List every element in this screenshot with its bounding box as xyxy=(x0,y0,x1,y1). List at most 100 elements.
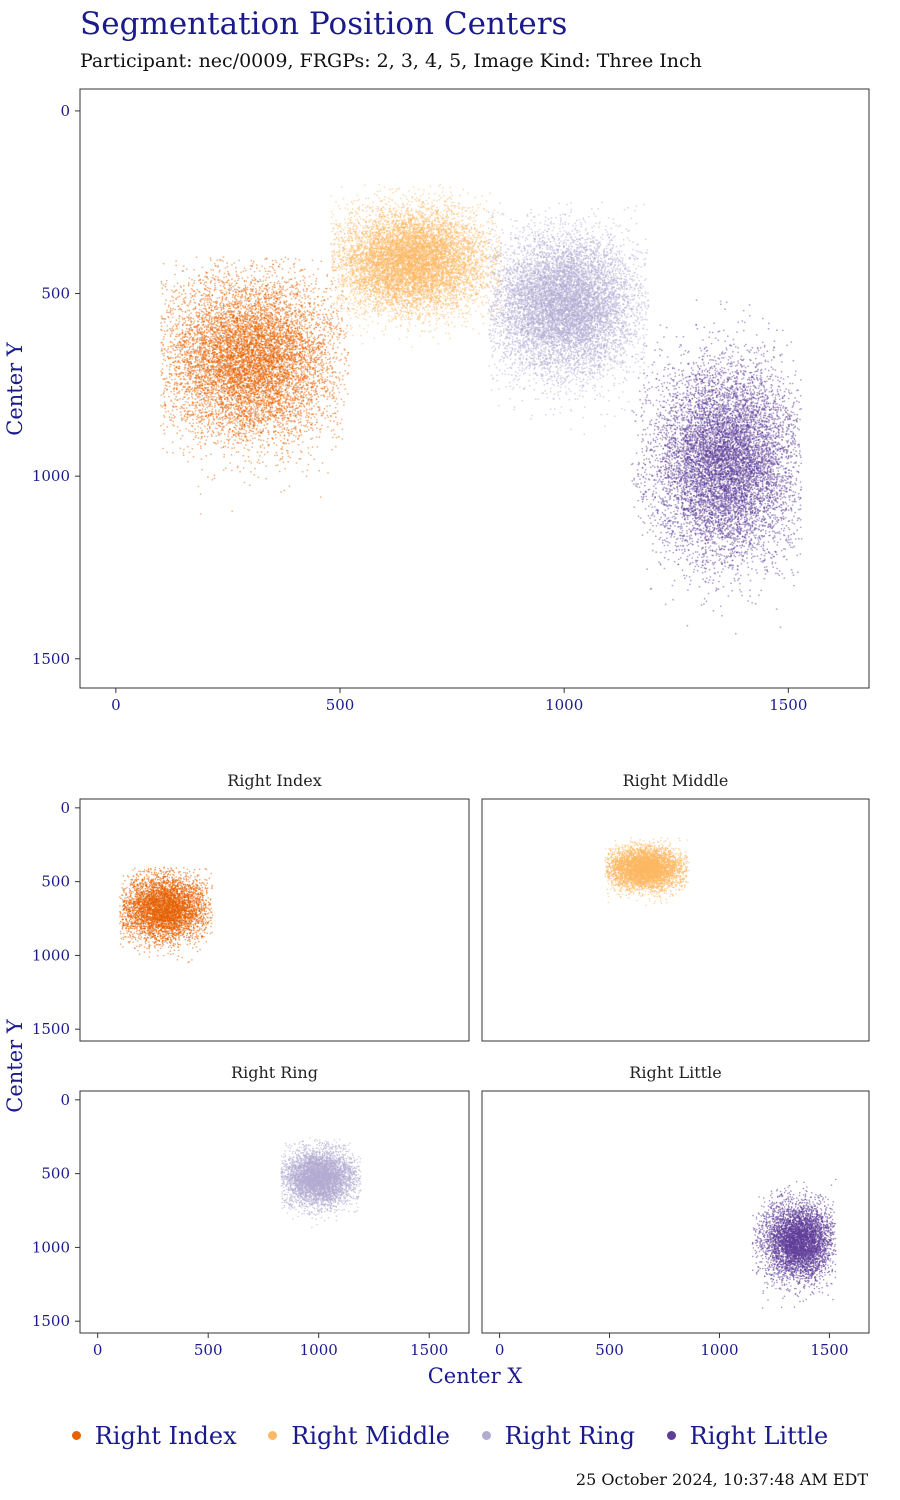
scatter-point xyxy=(322,345,324,347)
scatter-point xyxy=(326,346,328,348)
scatter-point xyxy=(298,444,300,446)
scatter-point xyxy=(248,432,250,434)
scatter-point xyxy=(242,305,244,307)
scatter-point xyxy=(310,427,312,429)
scatter-point xyxy=(227,266,229,268)
scatter-point xyxy=(292,431,294,433)
scatter-point xyxy=(170,413,172,415)
scatter-point xyxy=(284,393,286,395)
scatter-point xyxy=(313,315,315,317)
scatter-point xyxy=(325,354,327,356)
scatter-point xyxy=(290,315,292,317)
scatter-point xyxy=(239,333,241,335)
scatter-point xyxy=(265,323,267,325)
scatter-point xyxy=(314,364,316,366)
scatter-point xyxy=(183,454,185,456)
scatter-point xyxy=(333,332,335,334)
scatter-point xyxy=(343,337,345,339)
scatter-point xyxy=(329,405,331,407)
scatter-point xyxy=(339,378,341,380)
scatter-point xyxy=(222,346,224,348)
scatter-point xyxy=(163,355,165,357)
scatter-point xyxy=(253,313,255,315)
scatter-point xyxy=(279,426,281,428)
scatter-point xyxy=(196,422,198,424)
scatter-point xyxy=(196,402,198,404)
scatter-point xyxy=(330,296,332,298)
scatter-point xyxy=(185,428,187,430)
scatter-point xyxy=(176,289,178,291)
scatter-point xyxy=(207,402,209,404)
scatter-point xyxy=(217,312,219,314)
scatter-point xyxy=(260,402,262,404)
scatter-point xyxy=(276,455,278,457)
scatter-point xyxy=(286,427,288,429)
scatter-point xyxy=(232,333,234,335)
scatter-point xyxy=(176,432,178,434)
scatter-point xyxy=(337,424,339,426)
scatter-point xyxy=(340,423,342,425)
scatter-point xyxy=(220,433,222,435)
scatter-point xyxy=(331,324,333,326)
scatter-point xyxy=(202,315,204,317)
scatter-point xyxy=(227,326,229,328)
scatter-point xyxy=(189,337,191,339)
scatter-point xyxy=(215,413,217,415)
scatter-point xyxy=(277,282,279,284)
scatter-point xyxy=(267,294,269,296)
scatter-point xyxy=(223,469,225,471)
scatter-point xyxy=(294,272,296,274)
scatter-point xyxy=(228,413,230,415)
scatter-point xyxy=(326,275,328,277)
scatter-point xyxy=(194,280,196,282)
scatter-point xyxy=(197,417,199,419)
scatter-point xyxy=(181,293,183,295)
scatter-point xyxy=(191,396,193,398)
scatter-point xyxy=(289,457,291,459)
scatter-point xyxy=(267,430,269,432)
scatter-point xyxy=(298,402,300,404)
scatter-point xyxy=(215,428,217,430)
scatter-point xyxy=(180,351,182,353)
scatter-point xyxy=(335,352,337,354)
scatter-point xyxy=(191,358,193,360)
scatter-point xyxy=(238,278,240,280)
scatter-point xyxy=(331,335,333,337)
scatter-point xyxy=(306,368,308,370)
scatter-point xyxy=(278,422,280,424)
scatter-point xyxy=(234,439,236,441)
scatter-point xyxy=(347,373,349,375)
scatter-point xyxy=(344,370,346,372)
scatter-point xyxy=(227,434,229,436)
scatter-point xyxy=(230,390,232,392)
scatter-point xyxy=(197,397,199,399)
scatter-point xyxy=(170,419,172,421)
scatter-point xyxy=(269,266,271,268)
scatter-point xyxy=(263,414,265,416)
scatter-point xyxy=(242,296,244,298)
scatter-point xyxy=(238,325,240,327)
scatter-point xyxy=(235,283,237,285)
scatter-point xyxy=(177,349,179,351)
scatter-point xyxy=(174,378,176,380)
scatter-point xyxy=(304,381,306,383)
scatter-point xyxy=(292,304,294,306)
scatter-point xyxy=(296,364,298,366)
scatter-point xyxy=(314,416,316,418)
scatter-point xyxy=(175,260,177,262)
scatter-point xyxy=(299,384,301,386)
scatter-point xyxy=(274,364,276,366)
scatter-point xyxy=(254,296,256,298)
scatter-point xyxy=(304,392,306,394)
scatter-point xyxy=(277,420,279,422)
scatter-point xyxy=(206,325,208,327)
scatter-point xyxy=(293,440,295,442)
scatter-point xyxy=(185,379,187,381)
scatter-point xyxy=(161,330,163,332)
scatter-point xyxy=(243,271,245,273)
scatter-point xyxy=(263,424,265,426)
scatter-point xyxy=(287,450,289,452)
scatter-point xyxy=(160,371,162,373)
scatter-point xyxy=(326,316,328,318)
scatter-point xyxy=(202,411,204,413)
